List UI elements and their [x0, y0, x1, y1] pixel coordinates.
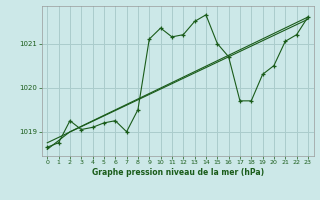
X-axis label: Graphe pression niveau de la mer (hPa): Graphe pression niveau de la mer (hPa): [92, 168, 264, 177]
